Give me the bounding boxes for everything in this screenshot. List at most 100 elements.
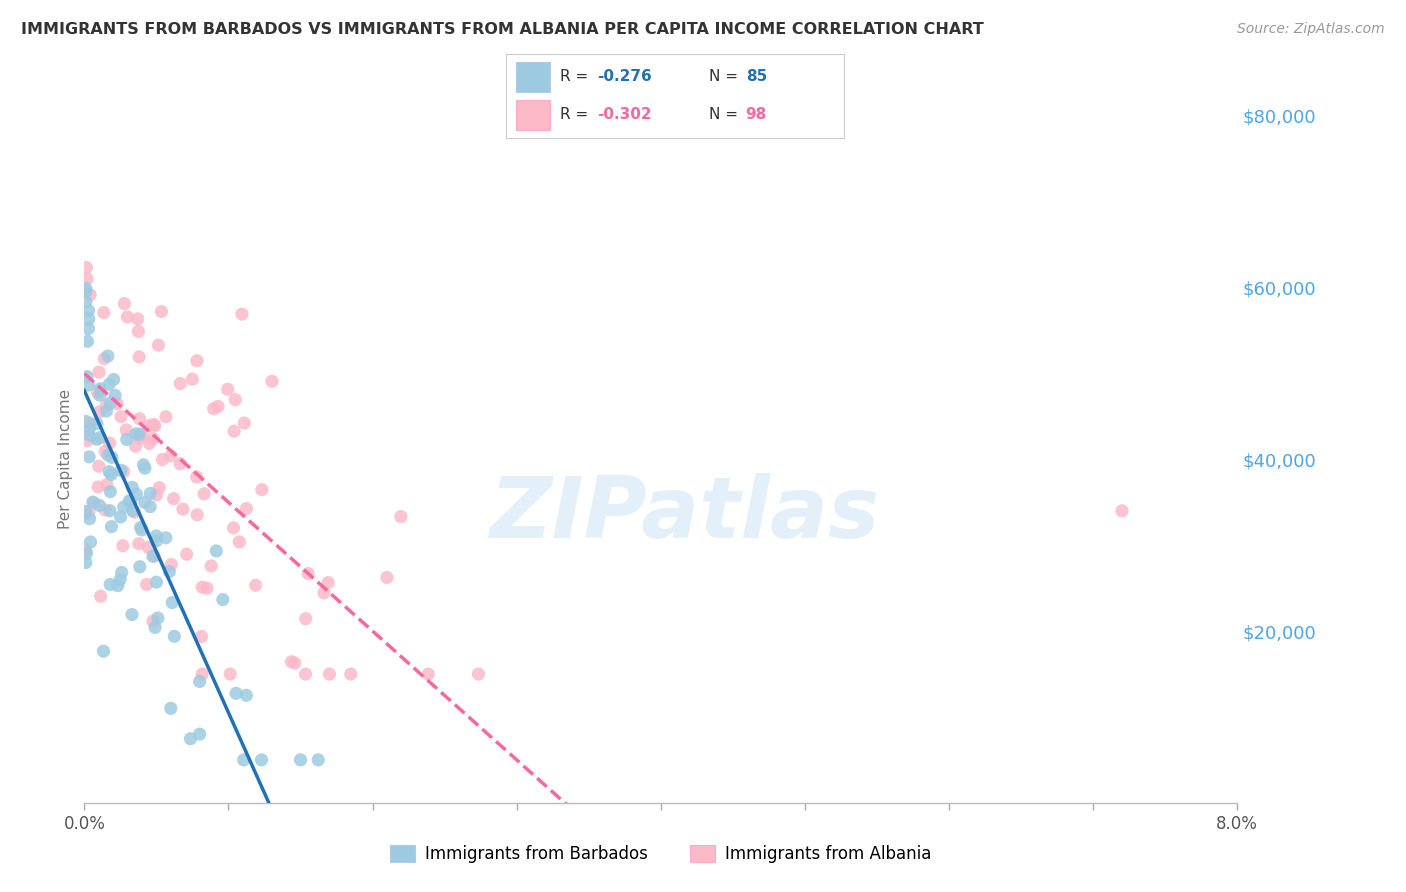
Point (131, 427, 153, 442)
Point (75, 543, 97, 558)
Point (118, 494, 141, 508)
Point (160, 558, 183, 572)
Point (186, 470, 208, 484)
Point (112, 500, 135, 514)
Point (93, 305, 115, 319)
Point (145, 529, 167, 543)
Point (143, 418, 166, 433)
Point (211, 592, 233, 607)
Point (202, 401, 225, 416)
Point (163, 629, 186, 643)
Point (127, 325, 149, 339)
Point (233, 416, 256, 430)
Point (181, 372, 204, 386)
Point (121, 480, 143, 494)
Point (124, 505, 146, 519)
Point (87, 365, 110, 379)
Point (294, 612, 316, 626)
Point (179, 731, 201, 746)
Point (172, 502, 194, 516)
Point (207, 400, 229, 414)
Point (111, 566, 134, 580)
Point (145, 488, 167, 502)
Point (90, 589, 112, 603)
Text: 98: 98 (745, 107, 768, 122)
Point (160, 449, 183, 463)
Y-axis label: Per Capita Income: Per Capita Income (58, 389, 73, 530)
Point (75, 507, 97, 521)
Legend: Immigrants from Barbados, Immigrants from Albania: Immigrants from Barbados, Immigrants fro… (384, 838, 938, 870)
Point (150, 304, 173, 318)
Point (77, 303, 100, 318)
Point (145, 575, 167, 590)
Point (235, 501, 257, 516)
Point (125, 426, 148, 441)
Point (83, 496, 105, 510)
Point (191, 667, 214, 681)
Point (145, 533, 167, 548)
Point (94, 503, 117, 517)
Point (418, 667, 440, 681)
Point (134, 461, 156, 475)
Point (163, 491, 186, 506)
Point (142, 432, 165, 446)
Point (100, 519, 122, 533)
Point (193, 487, 215, 501)
Point (200, 558, 222, 573)
Point (290, 753, 312, 767)
Point (139, 486, 162, 500)
FancyBboxPatch shape (516, 100, 550, 130)
Point (224, 392, 246, 407)
Point (79, 511, 101, 525)
Point (76, 434, 98, 448)
Point (104, 388, 127, 402)
Point (375, 570, 398, 584)
Point (77, 450, 100, 464)
Point (232, 753, 254, 767)
Point (77, 312, 100, 326)
Text: -0.302: -0.302 (598, 107, 652, 122)
Point (160, 701, 183, 715)
Point (96, 404, 118, 418)
Point (96, 399, 118, 413)
Point (176, 547, 198, 561)
Point (89, 382, 111, 396)
Point (103, 372, 125, 386)
Point (76, 369, 98, 384)
Point (205, 544, 228, 558)
Point (231, 307, 253, 321)
Point (228, 535, 250, 549)
Point (148, 338, 170, 352)
Point (318, 667, 340, 681)
Point (79, 535, 101, 549)
Point (110, 510, 132, 524)
Point (186, 353, 208, 368)
Point (136, 418, 159, 433)
Point (120, 494, 142, 508)
Point (77, 422, 100, 436)
Point (138, 436, 160, 450)
Point (112, 296, 135, 310)
Point (389, 509, 412, 524)
Point (186, 508, 208, 522)
Point (89, 388, 111, 402)
Point (142, 549, 165, 564)
Point (157, 565, 180, 579)
Point (155, 409, 177, 424)
Point (143, 549, 166, 563)
Point (79, 428, 101, 442)
Point (129, 431, 152, 445)
Point (146, 611, 169, 625)
Point (98, 484, 121, 499)
Point (162, 596, 184, 610)
Text: -0.276: -0.276 (598, 69, 652, 84)
Point (79, 288, 101, 302)
Point (121, 607, 143, 622)
Point (128, 537, 150, 551)
Point (125, 487, 148, 501)
Point (132, 458, 155, 472)
Point (75, 260, 97, 275)
Point (75, 281, 97, 295)
Text: N =: N = (709, 107, 742, 122)
Point (98, 465, 121, 479)
